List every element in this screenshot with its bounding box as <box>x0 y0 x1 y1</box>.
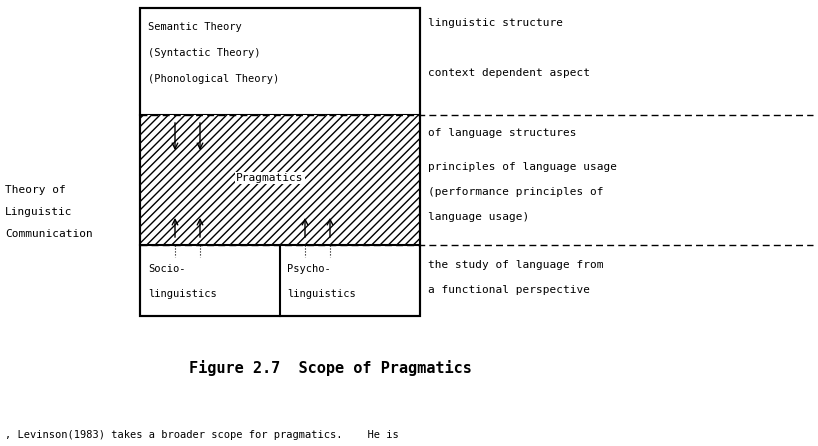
Text: Socio-: Socio- <box>148 264 186 274</box>
Text: (performance principles of: (performance principles of <box>428 187 604 197</box>
Text: a functional perspective: a functional perspective <box>428 285 590 295</box>
Text: the study of language from: the study of language from <box>428 260 604 270</box>
Text: Theory of: Theory of <box>5 185 65 195</box>
Text: language usage): language usage) <box>428 212 529 222</box>
Text: Semantic Theory: Semantic Theory <box>148 22 242 32</box>
Bar <box>140 8 420 245</box>
Text: linguistic structure: linguistic structure <box>428 18 563 28</box>
Text: of language structures: of language structures <box>428 128 577 138</box>
Text: Figure 2.7  Scope of Pragmatics: Figure 2.7 Scope of Pragmatics <box>189 360 471 376</box>
Text: (Phonological Theory): (Phonological Theory) <box>148 74 279 84</box>
Bar <box>140 8 420 316</box>
Text: Psycho-: Psycho- <box>287 264 330 274</box>
Text: (Syntactic Theory): (Syntactic Theory) <box>148 48 260 58</box>
Bar <box>140 115 420 245</box>
Text: Communication: Communication <box>5 229 92 239</box>
Text: Linguistic: Linguistic <box>5 207 73 217</box>
Text: linguistics: linguistics <box>287 289 356 299</box>
Text: , Levinson(1983) takes a broader scope for pragmatics.    He is: , Levinson(1983) takes a broader scope f… <box>5 430 398 440</box>
Bar <box>140 245 420 316</box>
Text: context dependent aspect: context dependent aspect <box>428 68 590 78</box>
Text: Pragmatics: Pragmatics <box>236 173 303 183</box>
Text: linguistics: linguistics <box>148 289 217 299</box>
Bar <box>140 8 420 115</box>
Text: principles of language usage: principles of language usage <box>428 162 617 172</box>
